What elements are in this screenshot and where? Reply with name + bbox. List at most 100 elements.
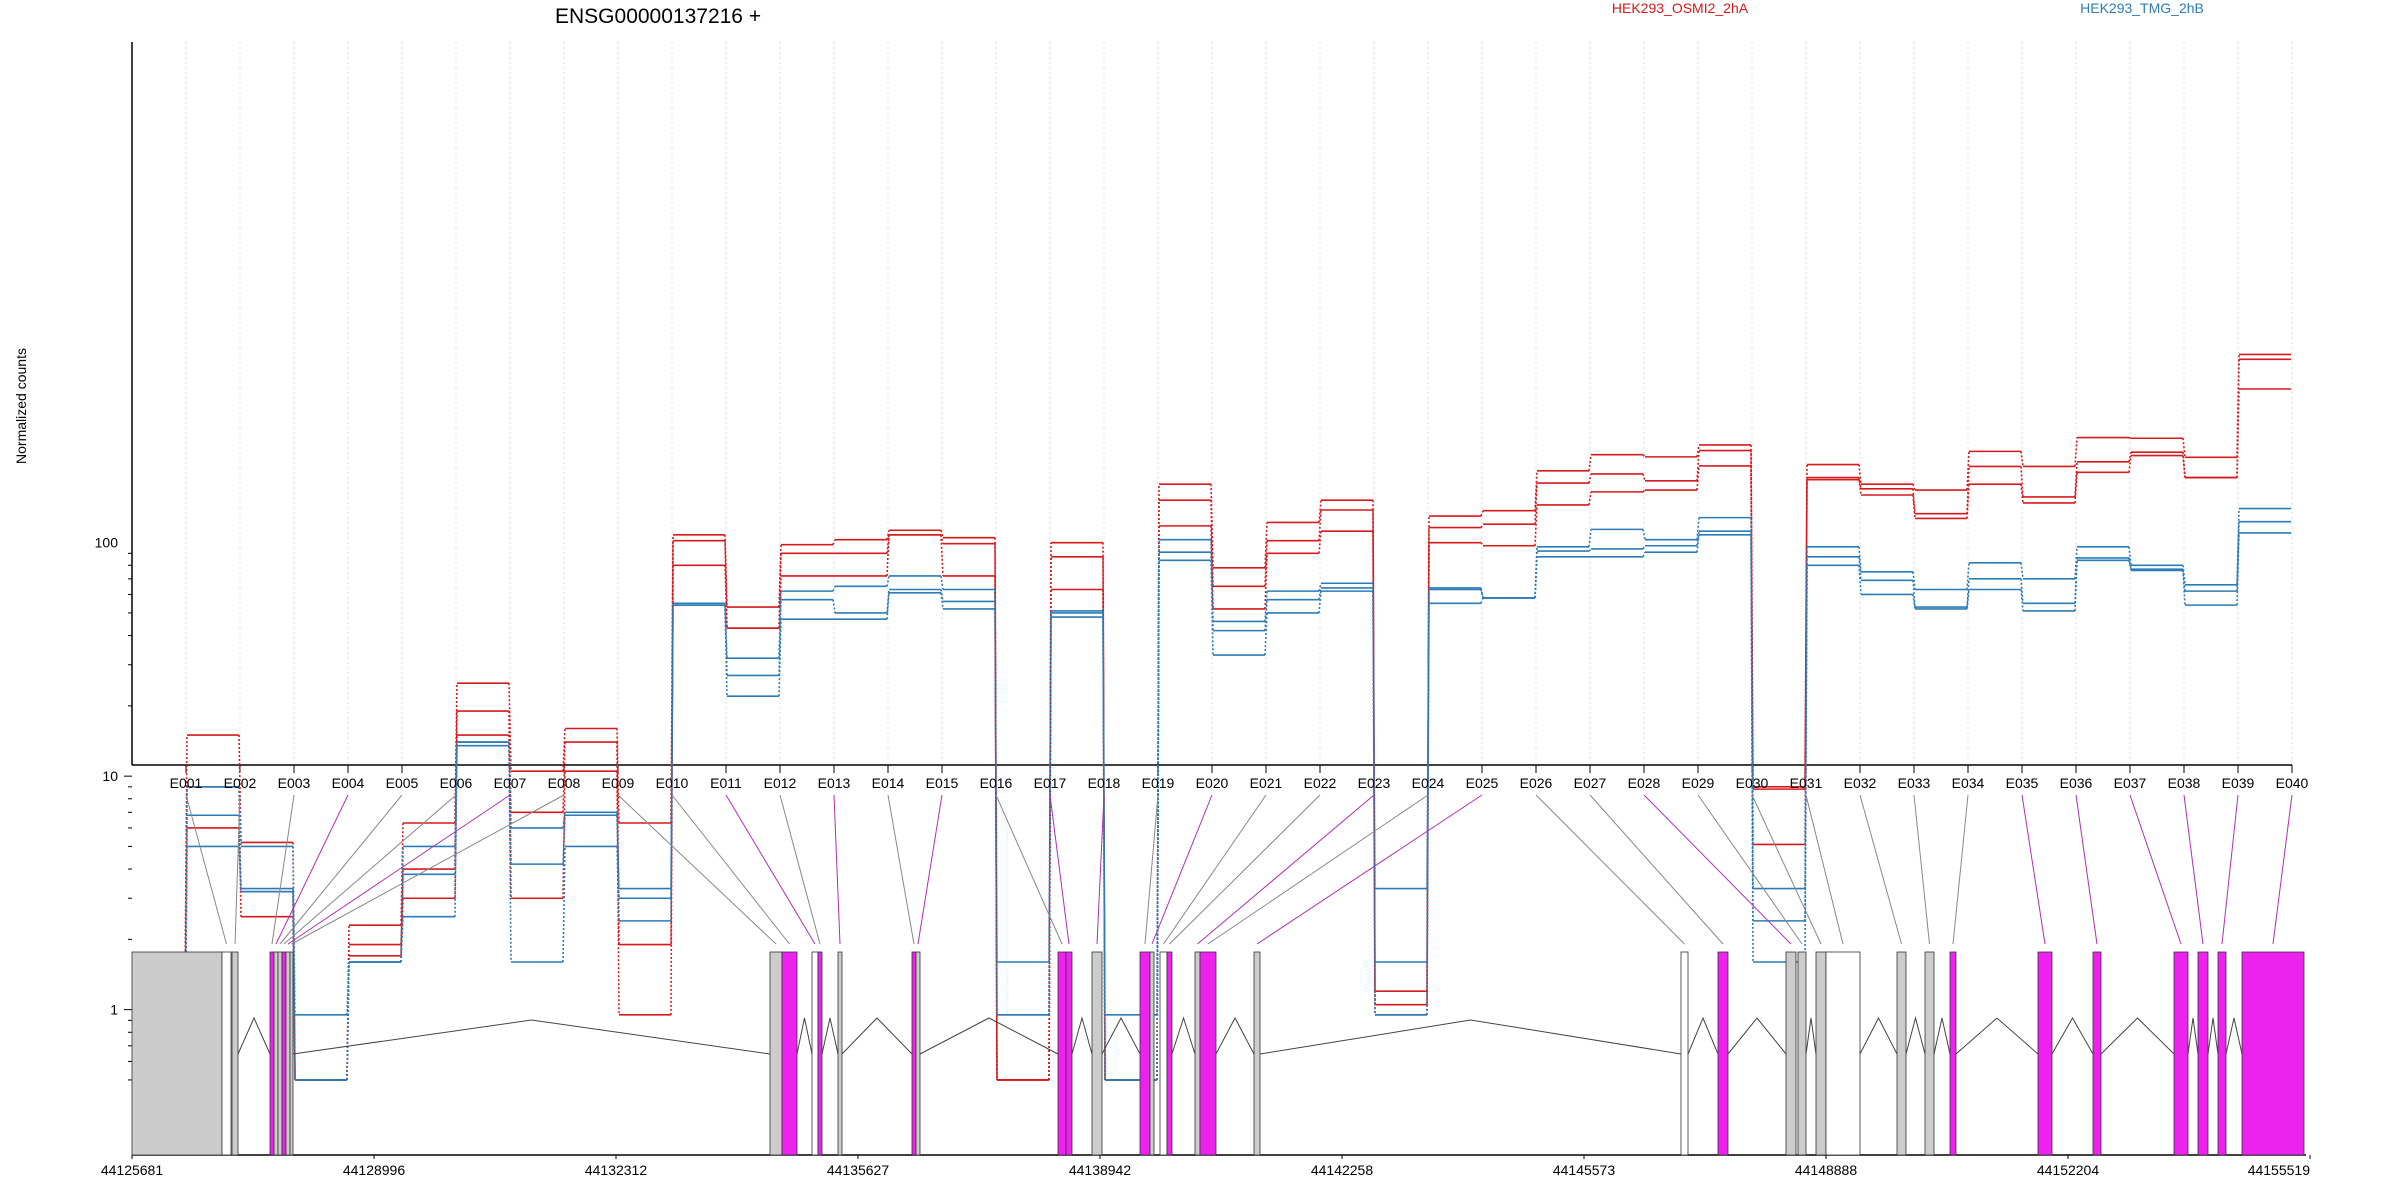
series-5-connector bbox=[1750, 534, 1754, 962]
intron-line bbox=[1905, 1016, 1926, 1055]
series-5-connector bbox=[1102, 617, 1106, 1080]
coord-label: 44125681 bbox=[101, 1162, 164, 1178]
series-4-connector bbox=[1318, 587, 1322, 600]
x-tick-label: E018 bbox=[1088, 775, 1121, 791]
chart-title: ENSG00000137216 + bbox=[555, 5, 761, 28]
exon-connector bbox=[887, 794, 915, 945]
coord-label: 44138942 bbox=[1069, 1162, 1132, 1178]
series-2-connector bbox=[940, 534, 944, 577]
exon-box bbox=[273, 951, 279, 1156]
exon-box bbox=[281, 951, 287, 1156]
exon-box bbox=[269, 951, 275, 1156]
series-4-connector bbox=[616, 815, 620, 899]
x-tick-label: E026 bbox=[1520, 775, 1553, 791]
exon-box bbox=[2173, 951, 2189, 1156]
exon-connector bbox=[1256, 794, 1483, 945]
series-5-connector bbox=[2182, 570, 2186, 606]
series-5-connector bbox=[508, 745, 512, 962]
exon-connector bbox=[617, 794, 777, 945]
x-tick-label: E037 bbox=[2114, 775, 2147, 791]
intron-line bbox=[1687, 1016, 1719, 1055]
coord-label: 44132312 bbox=[585, 1162, 648, 1178]
series-5-connector bbox=[1858, 565, 1862, 595]
exon-connector bbox=[2183, 794, 2204, 945]
exon-box bbox=[2217, 951, 2227, 1156]
x-tick-label: E014 bbox=[872, 775, 905, 791]
exon-connector bbox=[1952, 794, 1969, 945]
exon-box bbox=[915, 951, 921, 1156]
coord-label: 44148888 bbox=[1795, 1162, 1858, 1178]
x-tick-label: E011 bbox=[710, 775, 742, 791]
exon-connector bbox=[2021, 794, 2046, 945]
series-5-connector bbox=[2074, 560, 2078, 611]
intron-line bbox=[1805, 1017, 1817, 1055]
exon-connector bbox=[1163, 794, 1267, 945]
series-2-connector bbox=[778, 575, 782, 629]
exon-connector bbox=[833, 794, 841, 945]
intron-line bbox=[1933, 1017, 1951, 1055]
exon-connector bbox=[1643, 794, 1792, 945]
exon-box bbox=[131, 951, 223, 1156]
series-0-connector bbox=[1534, 470, 1538, 511]
axes: 1 10 100 bbox=[95, 42, 2293, 1081]
exon-connector bbox=[1535, 794, 1685, 945]
exon-connector bbox=[1589, 794, 1724, 945]
series-5-connector bbox=[1966, 589, 1970, 610]
x-tick-label: E003 bbox=[278, 775, 311, 791]
series-2-connector bbox=[886, 534, 890, 577]
legend-tmg: HEK293_TMG_2hB bbox=[2080, 0, 2204, 16]
exon-box bbox=[1057, 951, 1067, 1156]
series-1-connector bbox=[1534, 483, 1538, 525]
series-0-connector bbox=[1858, 464, 1862, 485]
x-tick-label: E039 bbox=[2222, 775, 2255, 791]
series-4-connector bbox=[2128, 557, 2132, 570]
x-tick-label: E006 bbox=[440, 775, 473, 791]
x-tick-label: E001 bbox=[170, 775, 203, 791]
legend-osmi2: HEK293_OSMI2_2hA bbox=[1612, 0, 1749, 16]
exon-box bbox=[1924, 951, 1935, 1156]
series-4-connector bbox=[2236, 521, 2240, 592]
exon-connector bbox=[185, 794, 227, 945]
series-2-connector bbox=[2074, 472, 2078, 503]
exon-connector bbox=[275, 794, 349, 945]
y-tick-label: 10 bbox=[102, 768, 118, 784]
x-tick-label: E038 bbox=[2168, 775, 2201, 791]
coord-label: 44155519 bbox=[2248, 1162, 2311, 1178]
x-tick-label: E010 bbox=[656, 775, 689, 791]
x-tick-label: E028 bbox=[1628, 775, 1661, 791]
series-1-connector bbox=[1480, 523, 1484, 529]
exon-box bbox=[1166, 951, 1173, 1156]
series-3-connector bbox=[1480, 587, 1484, 599]
exon-connectors bbox=[185, 794, 2293, 945]
intron-line bbox=[2207, 1017, 2219, 1055]
series-1-connector bbox=[1912, 488, 1916, 514]
series-0-connector bbox=[1642, 454, 1646, 458]
series-3-connector bbox=[562, 812, 566, 829]
exon-box bbox=[2037, 951, 2053, 1156]
x-tick-label: E019 bbox=[1142, 775, 1175, 791]
exon-connector bbox=[917, 794, 943, 945]
exon-box bbox=[1065, 951, 1073, 1156]
exon-box bbox=[1194, 951, 1201, 1156]
series-1-connector bbox=[1642, 473, 1646, 482]
series-1-connector bbox=[2074, 461, 2078, 497]
intron-line bbox=[821, 1017, 839, 1055]
series-1-connector bbox=[1318, 509, 1322, 541]
series-3-connector bbox=[1912, 571, 1916, 590]
series-2-connector bbox=[508, 711, 512, 899]
series-0-connector bbox=[2074, 437, 2078, 467]
x-tick-label: E030 bbox=[1736, 775, 1769, 791]
intron-line bbox=[796, 1017, 813, 1055]
grid-lines bbox=[131, 42, 2293, 763]
y-tick-label: 100 bbox=[95, 535, 119, 551]
series-4-connector bbox=[400, 874, 404, 963]
series-5-connector bbox=[1912, 594, 1916, 610]
intron-line bbox=[2100, 1017, 2175, 1055]
intron-line bbox=[1727, 1017, 1787, 1055]
series-3-connector bbox=[2128, 546, 2132, 566]
exon-box bbox=[2092, 951, 2102, 1156]
series-3-connector bbox=[670, 603, 674, 889]
x-tick-label: E035 bbox=[2006, 775, 2039, 791]
exon-connector bbox=[271, 794, 295, 945]
exon-connector bbox=[287, 794, 511, 945]
